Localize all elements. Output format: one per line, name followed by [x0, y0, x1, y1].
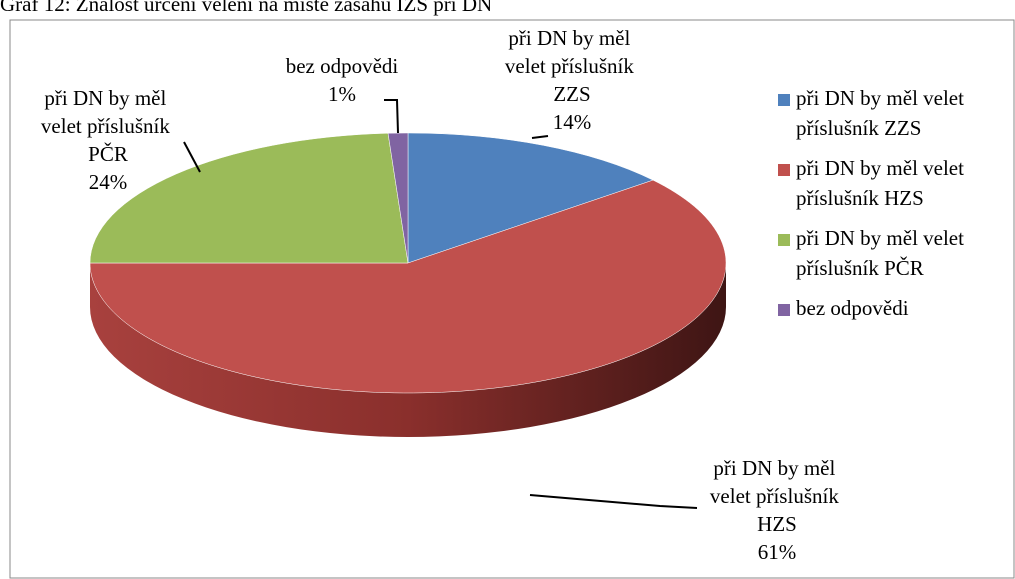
leader-line: [183, 141, 201, 173]
pie-slice: [407, 132, 654, 264]
legend-label: při DN by měl velet příslušník HZS: [796, 156, 969, 210]
data-label-value: 1%: [328, 82, 356, 106]
chart-frame: [9, 19, 1015, 579]
pie-slice: [89, 133, 409, 264]
pie-slice: [387, 132, 409, 264]
pie-slice: [89, 179, 727, 394]
chart-title: Graf 12: Znalost určení velení na místě …: [0, 0, 492, 16]
leader-line: [384, 99, 399, 134]
data-label-value: 14%: [553, 110, 592, 134]
legend-swatch: [778, 94, 790, 106]
data-label-value: 24%: [89, 170, 128, 194]
leader-line: [531, 135, 549, 139]
pie-side: [90, 263, 726, 437]
leader-line: [529, 494, 698, 509]
legend-label: bez odpovědi: [796, 296, 909, 320]
legend-swatch: [778, 234, 790, 246]
legend-swatch: [778, 164, 790, 176]
legend-label: při DN by měl velet příslušník ZZS: [796, 86, 969, 140]
legend-label: při DN by měl velet příslušník PČR: [796, 226, 969, 280]
data-label-value: 61%: [758, 540, 797, 564]
data-label-name: bez odpovědi: [286, 54, 399, 78]
legend-swatch: [778, 304, 790, 316]
data-label-name: při DN by měl velet příslušník ZZS: [505, 26, 639, 106]
data-label-name: při DN by měl velet příslušník PČR: [41, 86, 175, 166]
data-label-name: při DN by měl velet příslušník HZS: [710, 456, 844, 536]
